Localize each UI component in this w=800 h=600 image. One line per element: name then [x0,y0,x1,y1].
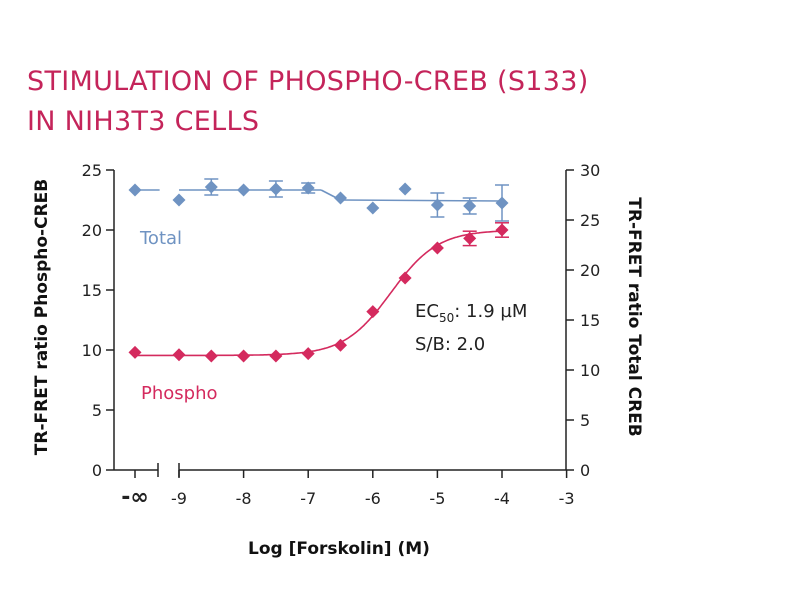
y-right-tick-label: 5 [580,411,590,430]
y-right-tick-label: 30 [580,161,600,180]
x-tick-label: -∞ [121,485,148,510]
y-left-tick-label: 10 [82,341,102,360]
y-axis-title-right: TR-FRET ratio Total CREB [624,197,644,436]
chart-title: STIMULATION OF PHOSPHO-CREB (S133) IN NI… [27,62,589,142]
total-fit-segment [340,199,503,202]
fit-curves [135,189,503,357]
chart-title-line1: STIMULATION OF PHOSPHO-CREB (S133) [27,66,589,97]
total-point [463,199,477,213]
y-left-tick-label: 5 [92,401,102,420]
x-tick-label: -8 [236,489,252,508]
series-label-total: Total [139,228,182,249]
phospho-point [495,223,509,237]
total-point [495,196,509,210]
phospho-point [204,349,218,363]
phospho-point [366,305,380,319]
labels-group: Log [Forskolin] (M) TR-FRET ratio Phospho… [32,179,644,559]
total-point [237,183,251,197]
x-tick-label: -3 [559,489,575,508]
y-left-tick-label: 20 [82,221,102,240]
ec50-annotation: EC50: 1.9 µM [415,301,527,325]
series-label-phospho: Phospho [141,383,218,404]
phospho-point [430,241,444,255]
x-tick-label: -5 [429,489,445,508]
x-tick-label: -4 [494,489,510,508]
phospho-point [463,231,477,245]
sb-annotation: S/B: 2.0 [415,334,485,355]
x-axis-title: Log [Forskolin] (M) [248,539,430,559]
y-left-tick-label: 0 [92,461,102,480]
total-point [269,182,283,196]
phospho-point [334,338,347,352]
total-point [398,182,412,196]
data-points [128,178,509,363]
axes-group: 0 5 10 15 20 25 0 5 10 15 20 25 30 -∞ -9 -8 -7 -6 -5 -4 -3 [82,161,601,510]
total-point [334,191,347,205]
total-point [301,181,315,195]
ec50-subscript: 50 [439,311,454,325]
phospho-point [172,348,186,362]
total-point [430,198,444,212]
y-left-tick-label: 15 [82,281,102,300]
x-tick-label: -7 [300,489,316,508]
total-point [172,193,186,207]
phospho-point [237,349,251,363]
y-right-tick-label: 0 [580,461,590,480]
y-right-tick-label: 15 [580,311,600,330]
y-axis-title-left: TR-FRET ratio Phospho-CREB [32,179,52,455]
ec50-prefix: EC [415,301,439,322]
y-right-tick-label: 25 [580,211,600,230]
chart-title-line2: IN NIH3T3 CELLS [27,106,260,137]
phospho-point [398,271,412,285]
y-right-tick-label: 10 [580,361,600,380]
phospho-point [301,347,315,361]
x-tick-label: -9 [171,489,187,508]
total-point [366,201,380,215]
ec50-value: : 1.9 µM [454,301,527,322]
x-tick-label: -6 [365,489,381,508]
total-point [128,183,142,197]
phospho-point [269,349,283,363]
y-right-tick-label: 20 [580,261,600,280]
y-left-tick-label: 25 [82,161,102,180]
phospho-point [128,345,142,359]
total-point [204,180,218,194]
